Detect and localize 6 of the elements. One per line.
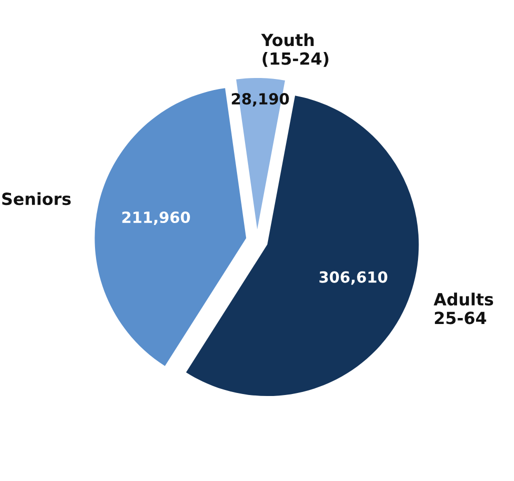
data-label: 211,960: [122, 211, 190, 225]
data-label: 28,190: [232, 93, 289, 107]
slice-label: Youth (15-24): [261, 33, 328, 67]
slice-label: Seniors: [2, 192, 71, 206]
data-label: 306,610: [319, 271, 388, 285]
slice-label: Adults 25-64: [434, 292, 494, 324]
